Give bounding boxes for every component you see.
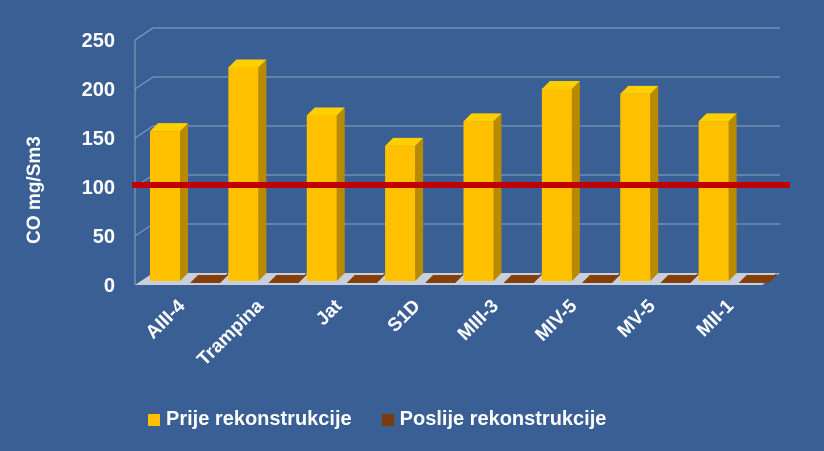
bar-prije-front [228,67,259,281]
bar-poslije [738,273,777,284]
x-category-label: MIII-3 [454,296,503,345]
bar-poslije [346,273,385,284]
bar-prije-top [463,113,502,122]
y-tick-labels: 0 50 100 150 200 250 [82,30,115,297]
gridline-diag [134,76,154,90]
x-category-label: Jat [312,295,347,330]
bar-prije-side [571,81,580,281]
bar-poslije [503,273,542,284]
bar-prije-side [415,137,424,281]
bar-prije-top [150,123,188,132]
bar-poslije-top [268,275,307,284]
y-tick-label: 150 [82,128,115,150]
bar-prije-front [698,121,729,281]
gridline-diag [134,125,154,139]
bar-prije-top [385,137,424,146]
legend-swatch-after [381,413,394,426]
bar-prije-top [698,113,737,122]
bar-poslije-top [581,275,620,284]
bar-prije-front [150,131,180,281]
bar-prije [698,113,737,281]
legend-label-before: Prije rekonstrukcije [166,408,352,430]
bar-prije [541,81,580,281]
bar-poslije [581,273,620,284]
y-tick-label: 0 [104,275,115,297]
bar-prije-top [541,81,580,89]
bar-prije [463,113,502,281]
gridline-diag [134,27,154,41]
bar-poslije-top [738,275,777,284]
y-tick-label: 50 [93,226,115,248]
bar-prije-side [493,113,502,281]
bar-prije [306,107,345,282]
bar-poslije-top [503,275,542,284]
bar-poslije [190,273,228,284]
bar-poslije-top [660,275,699,284]
bar-prije-front [385,145,416,281]
y-axis-label: CO mg/Sm3 [24,136,45,244]
x-category-labels: AIII-4 Trampina Jat S1D MIII-3 MIV-5 MV-5 MII-1 [142,295,739,370]
bar-prije-side [180,123,188,281]
legend-label-after: Poslije rekonstrukcije [399,408,607,430]
x-category-label: Trampina [193,295,268,370]
bar-prije-side [258,59,267,281]
x-category-label: MIV-5 [531,295,581,345]
x-category-label: S1D [384,296,425,337]
bar-poslije-top [190,275,228,284]
bar-poslije-top [425,275,464,284]
legend-item-after: Poslije rekonstrukcije [381,408,607,431]
bar-prije [385,137,424,281]
y-tick-label: 250 [82,30,115,52]
bar-prije [228,59,267,281]
bar-prije-side [336,107,345,282]
bar-prije-top [306,107,345,116]
legend-swatch-before [148,413,160,426]
y-tick-label: 200 [82,79,115,101]
bar-prije-side [728,113,737,281]
bar-prije-top [228,59,267,68]
x-category-label: AIII-4 [142,295,190,343]
bar-prije-top [620,85,659,94]
bar-poslije [660,273,699,284]
y-tick-label: 100 [82,177,115,199]
bars [150,59,777,284]
bar-prije [150,123,188,281]
bar-prije-front [463,121,494,281]
bar-prije-front [306,115,337,282]
x-category-label: MV-5 [614,295,661,342]
legend: Prije rekonstrukcije Poslije rekonstrukc… [148,408,636,431]
bar-poslije [425,273,464,284]
bar-poslije-top [346,275,385,284]
x-category-label: MII-1 [693,295,739,341]
bar-poslije [268,273,307,284]
legend-item-before: Prije rekonstrukcije [148,408,352,431]
